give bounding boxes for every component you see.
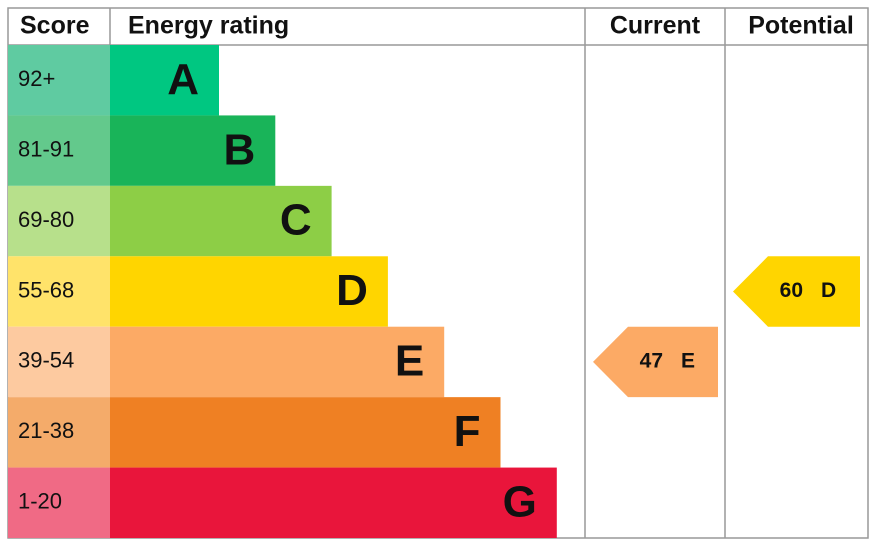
score-cell [8,326,110,398]
score-cell [8,185,110,257]
score-cell [8,45,110,116]
score-label: 55-68 [18,277,74,302]
rating-letter: D [336,266,368,315]
potential-letter: D [821,279,836,302]
score-cell [8,115,110,186]
score-cell [8,467,110,538]
current-value: 47 [640,349,663,372]
current-letter: E [681,349,695,372]
header: Potential [748,12,854,40]
potential-arrow [733,256,860,327]
score-cell [8,256,110,327]
rating-bar [110,256,388,327]
current-arrow [593,326,718,398]
rating-bar [110,397,501,468]
rating-letter: E [395,337,424,386]
score-cell [8,397,110,468]
header: Current [610,12,701,40]
score-label: 1-20 [18,489,62,514]
potential-value: 60 [780,279,803,302]
rating-bar [110,467,557,538]
score-label: 81-91 [18,136,74,161]
rating-letter: A [167,55,199,104]
header: Score [20,12,90,40]
rating-bar [110,185,332,257]
score-label: 69-80 [18,207,74,232]
score-label: 39-54 [18,348,74,373]
rating-bar [110,115,276,186]
rating-bar [110,326,445,398]
score-label: 92+ [18,66,55,91]
rating-letter: C [280,196,312,245]
rating-bar [110,45,219,116]
score-label: 21-38 [18,418,74,443]
rating-letter: G [503,477,537,526]
rating-letter: F [454,407,481,456]
rating-letter: B [224,125,256,174]
header: Energy rating [128,12,289,40]
